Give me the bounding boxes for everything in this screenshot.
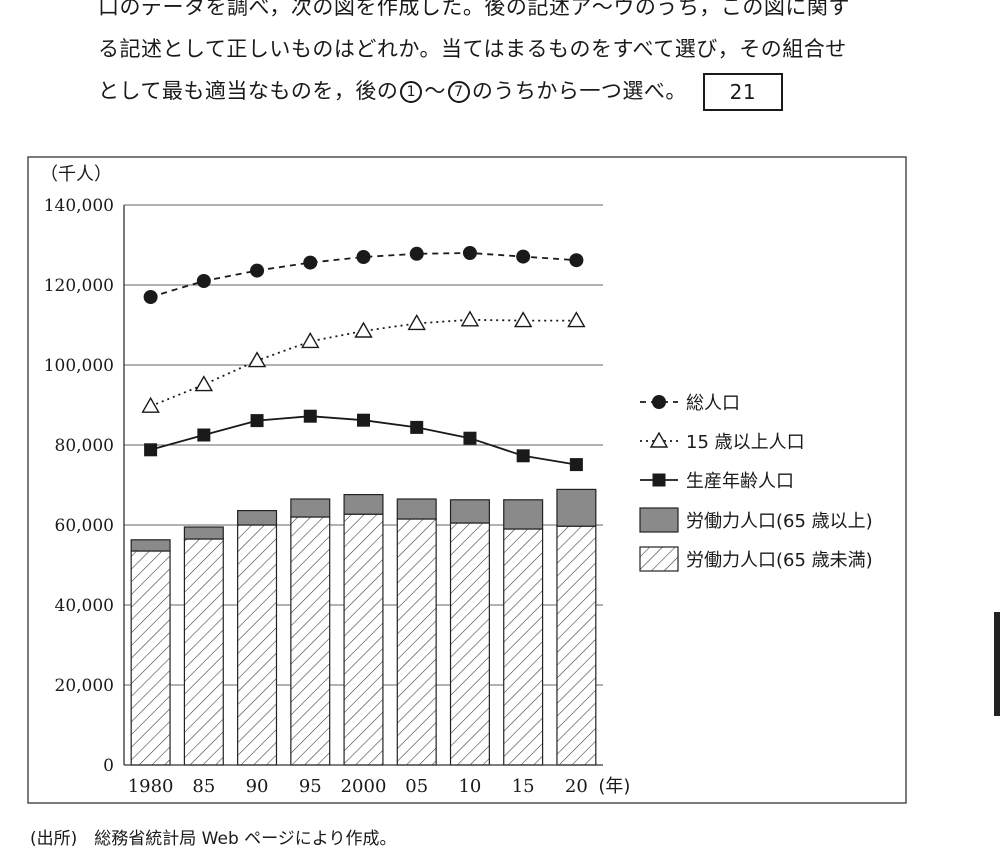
- bar-labor-65-plus: [556, 488, 597, 527]
- question-line-2: る記述として正しいものはどれか。当てはまるものをすべて選び，その組合せ: [98, 37, 847, 61]
- y-axis-unit-label: （千人）: [40, 164, 112, 185]
- choice-number-first: 1: [400, 81, 423, 103]
- marker-total-population: [652, 395, 666, 409]
- bar-labor-under-65: [556, 525, 597, 766]
- y-tick-label: 40,000: [55, 596, 114, 616]
- marker-working-age-population: [569, 458, 583, 472]
- question-line-1: 口のデータを調べ，次の図を作成した。後の記述ア～ウのうち，この図に関す: [98, 0, 850, 19]
- bar-labor-65-plus: [449, 499, 490, 524]
- marker-15-plus-population: [354, 321, 373, 338]
- bar-labor-65-plus: [343, 494, 384, 515]
- question-line-3-start: として最も適当なものを，後の: [98, 79, 399, 103]
- x-tick-label: 15: [512, 776, 535, 797]
- legend-swatch-labor-under-65: [639, 546, 679, 572]
- marker-total-population: [303, 255, 318, 270]
- bar-labor-under-65: [237, 524, 278, 766]
- legend-label: 労働力人口(65 歳未満): [686, 550, 873, 571]
- marker-total-population: [462, 246, 477, 260]
- legend-swatch-labor-65-plus: [639, 507, 679, 533]
- chart-frame: [27, 156, 907, 804]
- question-line-3: として最も適当なものを，後の 1 ～ 7 のうちから一つ選べ。 21: [98, 70, 928, 112]
- question-text: 口のデータを調べ，次の図を作成した。後の記述ア～ウのうち，この図に関す る記述と…: [98, 0, 928, 112]
- choice-range-tilde: ～: [424, 79, 446, 103]
- source-note: (出所) 総務省統計局 Web ページにより作成。: [30, 829, 397, 849]
- marker-working-age-population: [303, 409, 317, 423]
- marker-total-population: [569, 253, 584, 268]
- marker-working-age-population: [516, 449, 530, 463]
- legend-label: 生産年齢人口: [686, 471, 794, 492]
- bar-labor-under-65: [396, 518, 437, 766]
- marker-working-age-population: [357, 413, 370, 427]
- x-tick-label: 1980: [128, 776, 174, 797]
- x-axis-unit-label: (年): [598, 776, 630, 797]
- bar-labor-under-65: [343, 513, 384, 766]
- y-tick-label: 80,000: [55, 436, 114, 456]
- bar-labor-65-plus: [183, 526, 224, 540]
- marker-total-population: [250, 263, 265, 278]
- bar-labor-65-plus: [130, 539, 171, 552]
- marker-15-plus-population: [460, 310, 480, 327]
- x-tick-label: 2000: [341, 776, 387, 797]
- page-edge-mark: [994, 612, 1000, 716]
- bar-labor-under-65: [290, 516, 331, 766]
- question-line-3-end: のうちから一つ選べ。: [471, 79, 687, 103]
- marker-working-age-population: [144, 443, 158, 457]
- choice-number-last: 7: [447, 81, 470, 103]
- x-tick-label: 95: [299, 776, 322, 797]
- x-tick-label: 10: [458, 776, 481, 797]
- y-tick-label: 120,000: [44, 276, 114, 296]
- x-tick-label: 20: [565, 776, 588, 797]
- marker-total-population: [196, 274, 211, 288]
- legend-label: 労働力人口(65 歳以上): [686, 511, 873, 532]
- marker-15-plus-population: [407, 313, 426, 331]
- marker-15-plus-population: [649, 431, 669, 448]
- y-tick-label: 100,000: [44, 356, 114, 376]
- marker-working-age-population: [463, 431, 477, 445]
- y-tick-label: 20,000: [55, 676, 114, 696]
- marker-15-plus-population: [194, 375, 214, 392]
- x-tick-label: 05: [405, 776, 428, 797]
- marker-working-age-population: [197, 428, 211, 442]
- x-tick-label: 90: [246, 776, 269, 797]
- marker-working-age-population: [410, 420, 424, 434]
- y-tick-label: 60,000: [55, 516, 114, 536]
- bar-labor-under-65: [183, 538, 224, 766]
- bar-labor-under-65: [449, 522, 490, 766]
- marker-15-plus-population: [513, 311, 533, 328]
- bar-labor-65-plus: [503, 499, 544, 530]
- marker-15-plus-population: [141, 396, 160, 413]
- bar-labor-65-plus: [396, 498, 437, 520]
- marker-total-population: [143, 290, 158, 304]
- marker-15-plus-population: [247, 351, 267, 368]
- bar-labor-under-65: [503, 528, 544, 766]
- marker-working-age-population: [250, 414, 264, 428]
- bar-labor-under-65: [130, 550, 171, 766]
- marker-working-age-population: [652, 473, 666, 487]
- y-tick-label: 0: [103, 756, 114, 776]
- marker-15-plus-population: [301, 331, 320, 349]
- legend-label: 15 歳以上人口: [686, 432, 805, 453]
- legend-label: 総人口: [686, 393, 740, 414]
- bar-labor-65-plus: [290, 498, 331, 518]
- y-tick-label: 140,000: [44, 196, 114, 216]
- marker-15-plus-population: [567, 311, 586, 328]
- marker-total-population: [356, 250, 371, 264]
- bar-labor-65-plus: [237, 510, 278, 526]
- marker-total-population: [409, 246, 424, 261]
- answer-box[interactable]: 21: [702, 73, 783, 111]
- marker-total-population: [516, 249, 531, 264]
- x-tick-label: 85: [192, 776, 215, 797]
